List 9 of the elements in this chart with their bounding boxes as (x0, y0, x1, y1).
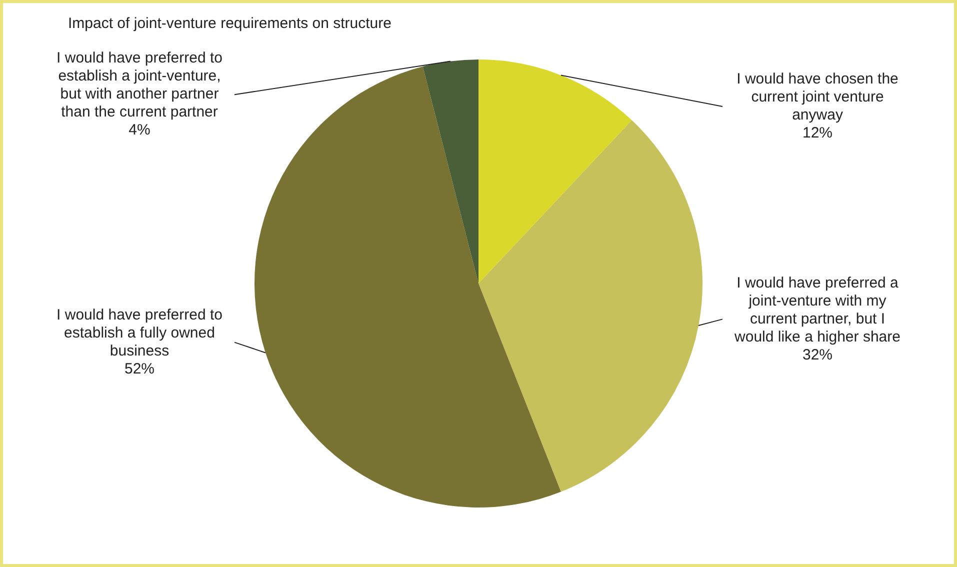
data-label: 52% (124, 360, 155, 378)
slice-label: I would have preferred to establish a joint-venture, but with another partner than the current partner (56, 50, 222, 121)
slice-label: I would have preferred to establish a fully owned business (56, 306, 222, 360)
data-label: 4% (128, 122, 150, 139)
data-label: 32% (802, 346, 833, 364)
chart-title: Impact of joint-venture requirements on structure (68, 15, 392, 32)
slice-label: I would have chosen the current joint venture anyway (736, 70, 898, 124)
slice-label: I would have preferred a joint-venture with my current partner, but I would like a higher share (734, 274, 900, 346)
data-label: 12% (802, 124, 833, 142)
